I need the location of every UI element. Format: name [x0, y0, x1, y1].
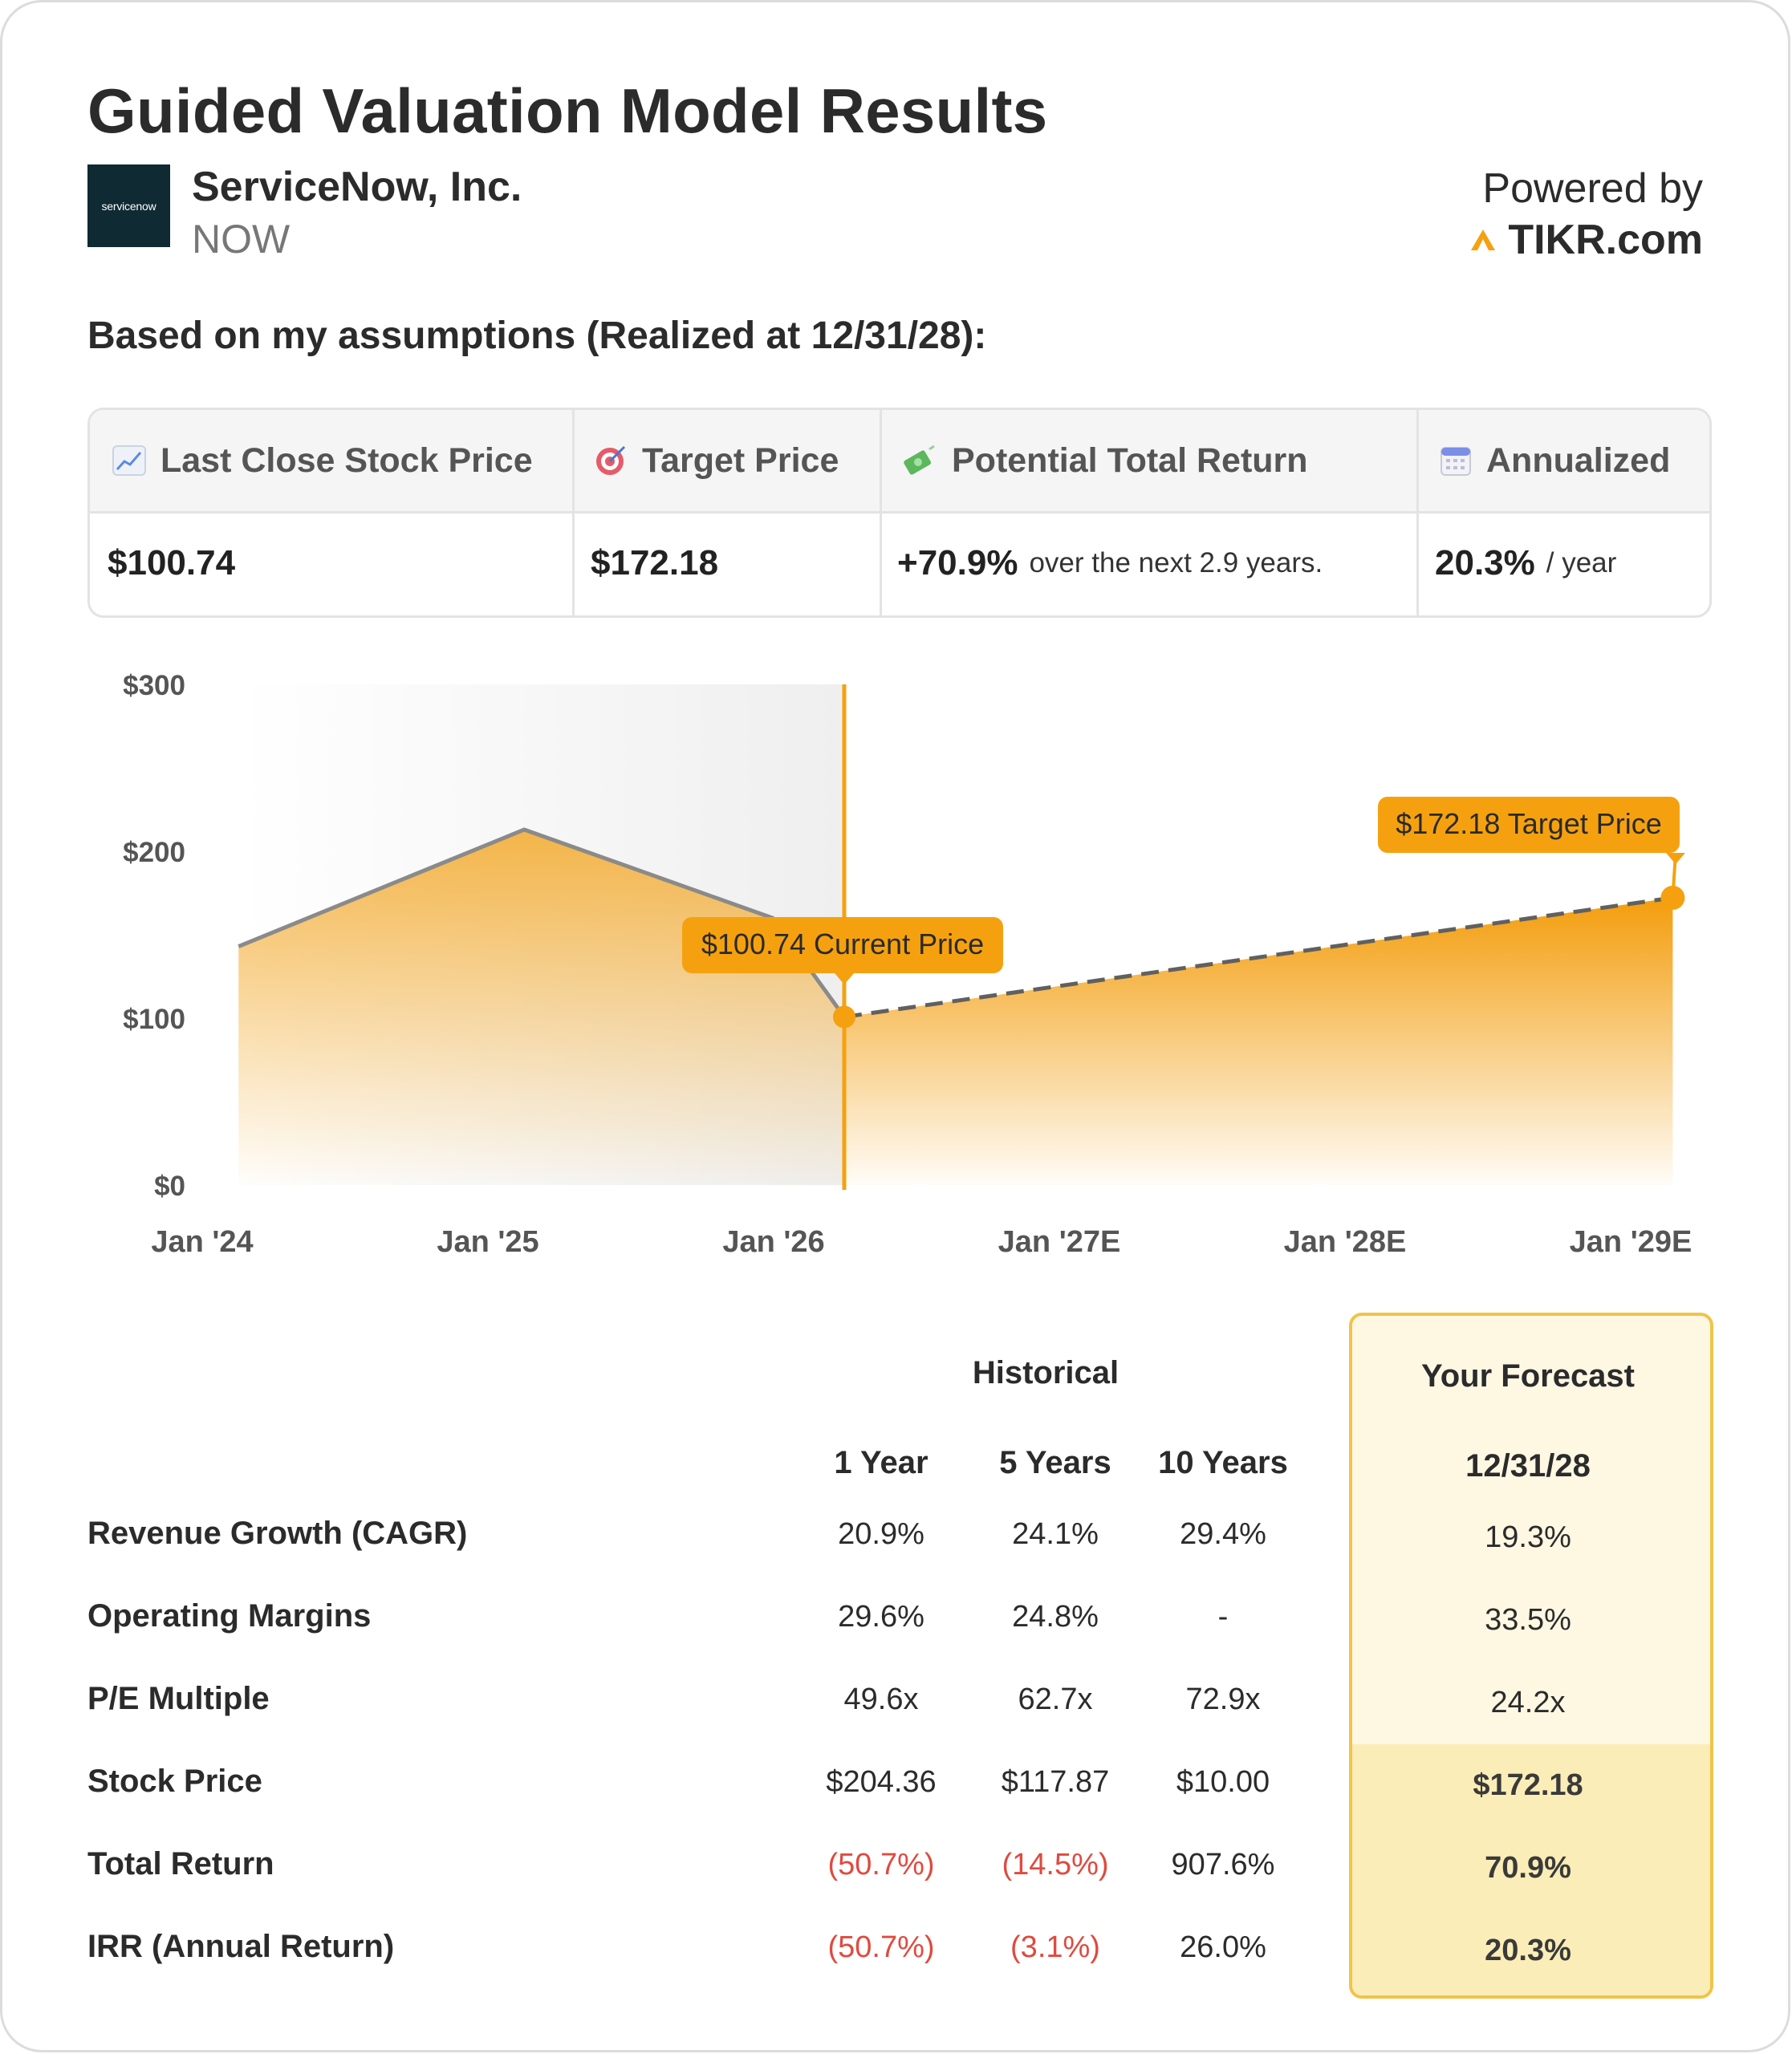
stat-label-target: Target Price [594, 410, 839, 511]
stat-label-return: Potential Total Return [902, 410, 1308, 511]
table-cell: (50.7%) [827, 1848, 935, 1881]
target-price-callout-pointer [1666, 853, 1685, 864]
stat-value-text: $100.74 [108, 543, 236, 583]
table-cell: 62.7x [1018, 1683, 1093, 1716]
x-tick-label: Jan '28E [1284, 1225, 1407, 1259]
table-cell: (14.5%) [1002, 1848, 1109, 1881]
row-label: Revenue Growth (CAGR) [87, 1516, 468, 1551]
stats-divider [880, 410, 882, 615]
tikr-brand[interactable]: TIKR.com [1469, 216, 1703, 264]
assumption-heading: Based on my assumptions (Realized at 12/… [87, 315, 987, 357]
y-tick-label: $0 [154, 1171, 185, 1202]
forecast-cell: 33.5% [1485, 1603, 1571, 1637]
row-label: P/E Multiple [87, 1681, 270, 1716]
forecast-cell: 20.3% [1485, 1934, 1571, 1967]
row-label: Operating Margins [87, 1598, 372, 1634]
forecast-line [843, 895, 1673, 1019]
company-ticker: NOW [192, 217, 291, 262]
forecast-highlight [1352, 1744, 1710, 1995]
stat-value-return: +70.9% over the next 2.9 years. [897, 511, 1323, 615]
row-label: Stock Price [87, 1764, 262, 1799]
stat-label-last-close: Last Close Stock Price [112, 410, 533, 511]
col-10-years: 10 Years [1158, 1445, 1288, 1480]
stat-value-text: +70.9% [897, 543, 1018, 583]
current-price-callout-pointer [835, 973, 854, 984]
stats-header-row [90, 410, 1709, 514]
stat-value-annualized: 20.3% / year [1435, 511, 1616, 615]
table-cell: 72.9x [1185, 1683, 1261, 1716]
x-tick-label: Jan '29E [1570, 1225, 1692, 1259]
table-cell: (50.7%) [827, 1930, 935, 1964]
forecast-cell: 24.2x [1490, 1686, 1566, 1719]
y-tick-label: $100 [123, 1004, 185, 1035]
calendar-icon [1441, 447, 1471, 476]
table-cell: - [1217, 1600, 1229, 1634]
stat-value-text: $172.18 [591, 543, 719, 583]
company-logo: servicenow [87, 164, 170, 247]
stat-value-text: 20.3% [1435, 543, 1535, 583]
forecast-cell: 19.3% [1485, 1520, 1571, 1554]
y-tick-label: $200 [123, 837, 185, 868]
col-5-years: 5 Years [999, 1445, 1111, 1480]
money-icon [904, 444, 935, 475]
stat-label-text: Target Price [642, 440, 839, 480]
stat-label-text: Annualized [1486, 440, 1671, 480]
x-tick-label: Jan '25 [437, 1225, 538, 1259]
table-cell: 29.4% [1180, 1517, 1266, 1551]
current-price-callout-text: $100.74 Current Price [701, 928, 984, 960]
page-title: Guided Valuation Model Results [87, 75, 1048, 146]
forecast-column [1349, 1313, 1713, 1999]
chart-up-icon [112, 445, 146, 476]
target-icon [596, 445, 626, 475]
stats-divider [572, 410, 575, 615]
table-cell: $204.36 [826, 1765, 937, 1799]
forecast-cell: $172.18 [1473, 1768, 1583, 1802]
stat-value-suffix: over the next 2.9 years. [1029, 547, 1323, 578]
company-name: ServiceNow, Inc. [192, 164, 522, 210]
stats-divider [1416, 410, 1419, 615]
x-tick-label: Jan '26 [722, 1225, 824, 1259]
y-tick-label: $300 [123, 670, 185, 701]
forecast-area [844, 897, 1673, 1185]
forecast-header: Your Forecast [1421, 1358, 1635, 1394]
table-cell: $10.00 [1176, 1765, 1270, 1799]
brand-name: TIKR.com [1508, 217, 1703, 263]
tikr-logo-icon [1471, 229, 1496, 250]
stat-value-last-close: $100.74 [108, 511, 235, 615]
row-label: IRR (Annual Return) [87, 1929, 395, 1964]
stat-label-annualized: Annualized [1440, 410, 1670, 511]
historical-header: Historical [972, 1355, 1119, 1390]
col-forecast-date: 12/31/28 [1465, 1448, 1591, 1484]
current-price-point [833, 1005, 855, 1029]
table-cell: 49.6x [843, 1683, 919, 1716]
forecast-cell: 70.9% [1485, 1851, 1571, 1885]
stat-value-suffix: / year [1546, 547, 1617, 578]
col-1-year: 1 Year [834, 1445, 929, 1480]
stat-label-text: Last Close Stock Price [161, 440, 533, 480]
current-price-callout-box [682, 917, 1003, 973]
table-cell: 29.6% [838, 1600, 924, 1634]
table-cell: (3.1%) [1010, 1930, 1100, 1964]
table-cell: 24.1% [1012, 1517, 1099, 1551]
table-cell: 26.0% [1180, 1930, 1266, 1964]
stat-label-text: Potential Total Return [952, 440, 1308, 480]
target-price-callout-box [1378, 797, 1680, 853]
x-tick-label: Jan '24 [151, 1225, 253, 1259]
summary-stats: Last Close Stock Price Target Price Pote… [87, 408, 1712, 618]
table-cell: 20.9% [838, 1517, 924, 1551]
x-tick-label: Jan '27E [998, 1225, 1121, 1259]
powered-by-label: Powered by [1482, 165, 1703, 212]
table-cell: 24.8% [1012, 1600, 1099, 1634]
stat-value-target: $172.18 [591, 511, 718, 615]
price-chart: $100.74 Current Price $172.18 Target Pric… [123, 670, 1692, 1259]
table-cell: $117.87 [1001, 1765, 1110, 1799]
table-cell: 907.6% [1171, 1848, 1275, 1881]
target-price-callout-text: $172.18 Target Price [1396, 807, 1662, 840]
logo-text: servicenow [101, 199, 156, 213]
row-label: Total Return [87, 1846, 274, 1881]
